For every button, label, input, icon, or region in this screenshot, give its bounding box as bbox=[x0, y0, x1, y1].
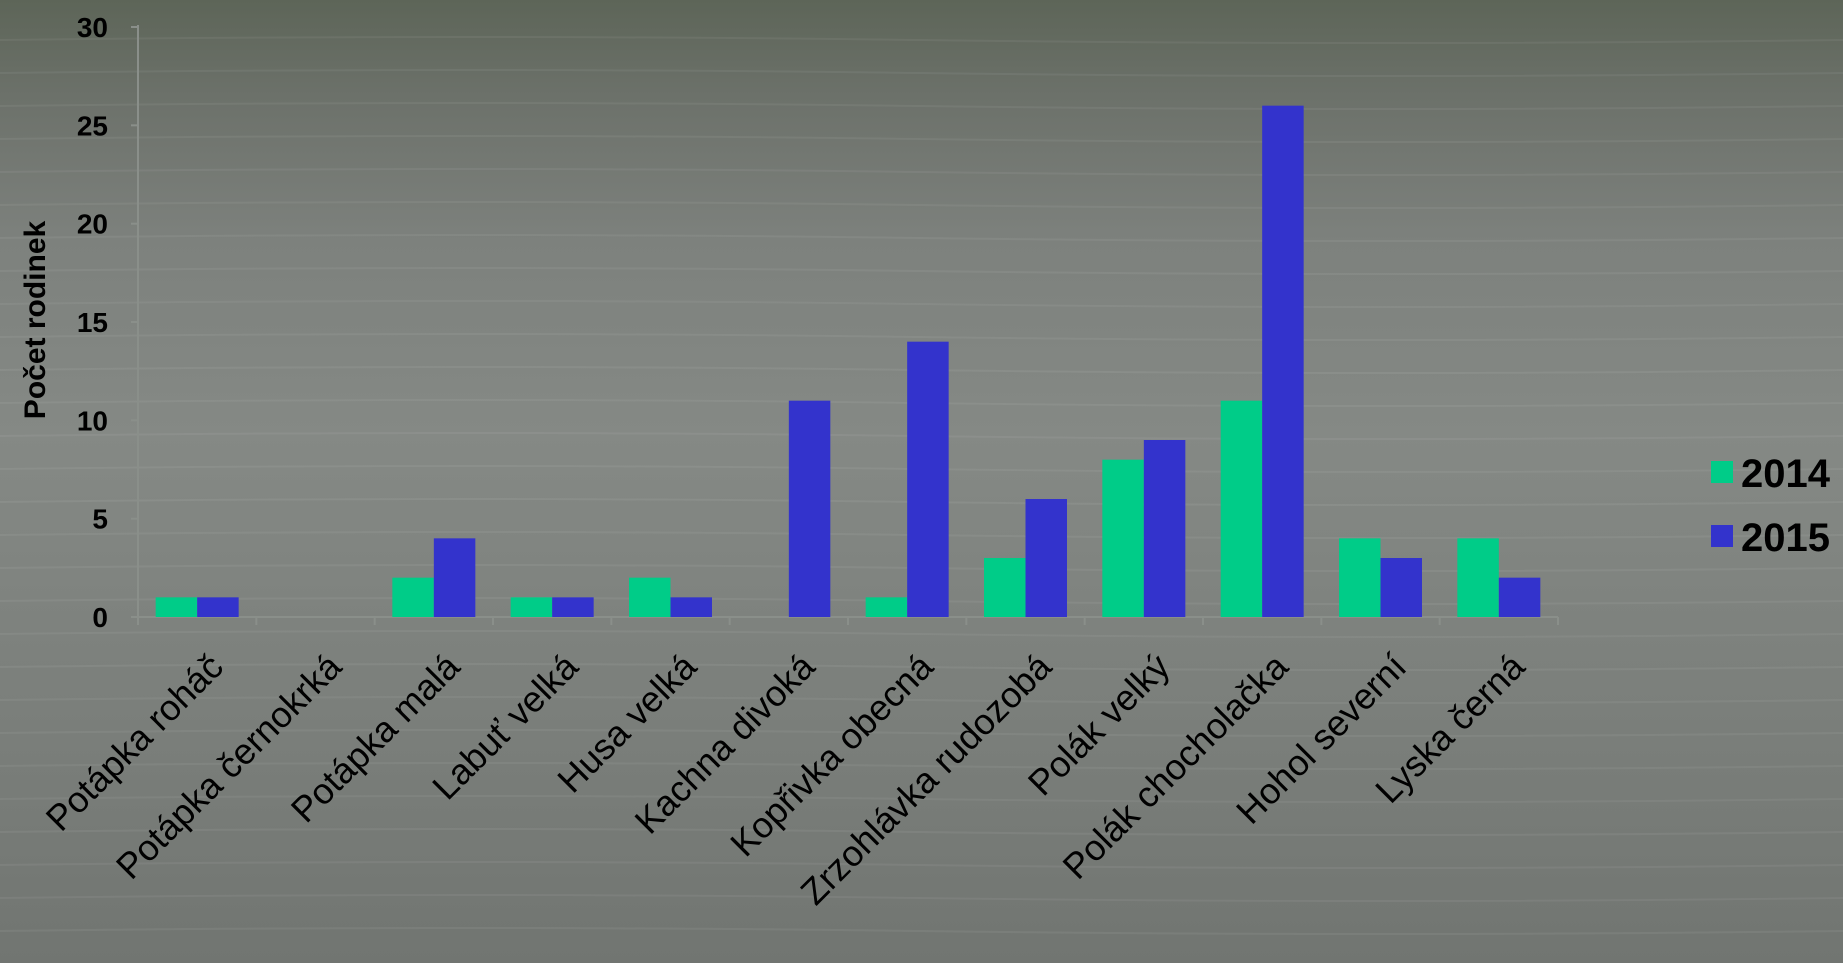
y-axis-label: Počet rodinek bbox=[19, 220, 52, 419]
x-tick-label: Polák chocholačka bbox=[1055, 645, 1297, 887]
bar-2015-0 bbox=[197, 597, 239, 617]
bar-2015-4 bbox=[670, 597, 712, 617]
water-ripple bbox=[0, 861, 1843, 869]
water-ripple bbox=[0, 102, 1843, 110]
water-ripple bbox=[0, 729, 1843, 737]
bar-2015-11 bbox=[1498, 577, 1541, 617]
water-ripple bbox=[0, 795, 1843, 803]
y-tick-label: 5 bbox=[92, 504, 108, 535]
bar-2014-6 bbox=[865, 597, 908, 617]
water-ripple bbox=[0, 927, 1843, 935]
bar-2015-5 bbox=[788, 400, 831, 617]
bar-2014-3 bbox=[510, 597, 553, 617]
water-ripple bbox=[0, 267, 1843, 275]
legend-swatch-2014 bbox=[1711, 461, 1733, 483]
water-ripple bbox=[0, 234, 1843, 242]
y-tick-label: 0 bbox=[92, 602, 108, 633]
y-tick-label: 10 bbox=[77, 405, 108, 436]
water-ripple bbox=[0, 168, 1843, 176]
chart-bars bbox=[155, 105, 1541, 618]
bar-2014-7 bbox=[984, 558, 1026, 617]
water-ripple bbox=[0, 828, 1843, 836]
bar-2015-3 bbox=[552, 597, 594, 617]
bar-2014-10 bbox=[1339, 538, 1381, 617]
water-ripple bbox=[0, 894, 1843, 902]
legend-swatch-2015 bbox=[1711, 525, 1733, 547]
bar-2015-2 bbox=[433, 538, 476, 617]
water-ripple bbox=[0, 630, 1843, 638]
y-tick-labels: 0 5 10 15 20 25 30 bbox=[77, 12, 108, 633]
water-ripple bbox=[0, 135, 1843, 143]
bar-2014-8 bbox=[1102, 459, 1144, 617]
water-ripple bbox=[0, 663, 1843, 671]
chart-axes bbox=[131, 25, 1559, 625]
water-ripple bbox=[0, 201, 1843, 209]
water-ripple bbox=[0, 333, 1843, 341]
bar-2014-2 bbox=[392, 577, 434, 617]
y-tick-label: 25 bbox=[77, 110, 108, 141]
y-tick-label: 20 bbox=[77, 209, 108, 240]
water-ripple bbox=[0, 696, 1843, 704]
bar-2014-9 bbox=[1220, 400, 1263, 617]
legend-label-2015: 2015 bbox=[1741, 516, 1830, 560]
water-ripple bbox=[0, 36, 1843, 44]
bar-2015-6 bbox=[907, 341, 949, 617]
bar-2015-10 bbox=[1380, 558, 1422, 617]
y-tick-label: 30 bbox=[77, 12, 108, 43]
bar-2015-7 bbox=[1025, 499, 1067, 617]
bar-2015-8 bbox=[1143, 440, 1186, 617]
water-ripple bbox=[0, 300, 1843, 308]
water-ripple bbox=[0, 69, 1843, 77]
y-tick-label: 15 bbox=[77, 307, 108, 338]
x-tick-label: Potápka černokrká bbox=[108, 645, 350, 887]
legend-label-2014: 2014 bbox=[1741, 452, 1831, 496]
bar-2014-0 bbox=[155, 597, 198, 617]
water-ripple bbox=[0, 762, 1843, 770]
bar-2014-4 bbox=[629, 577, 671, 617]
chart-legend: 2014 2015 bbox=[1711, 452, 1831, 560]
bar-2015-9 bbox=[1262, 105, 1304, 618]
bar-2014-11 bbox=[1457, 538, 1499, 617]
